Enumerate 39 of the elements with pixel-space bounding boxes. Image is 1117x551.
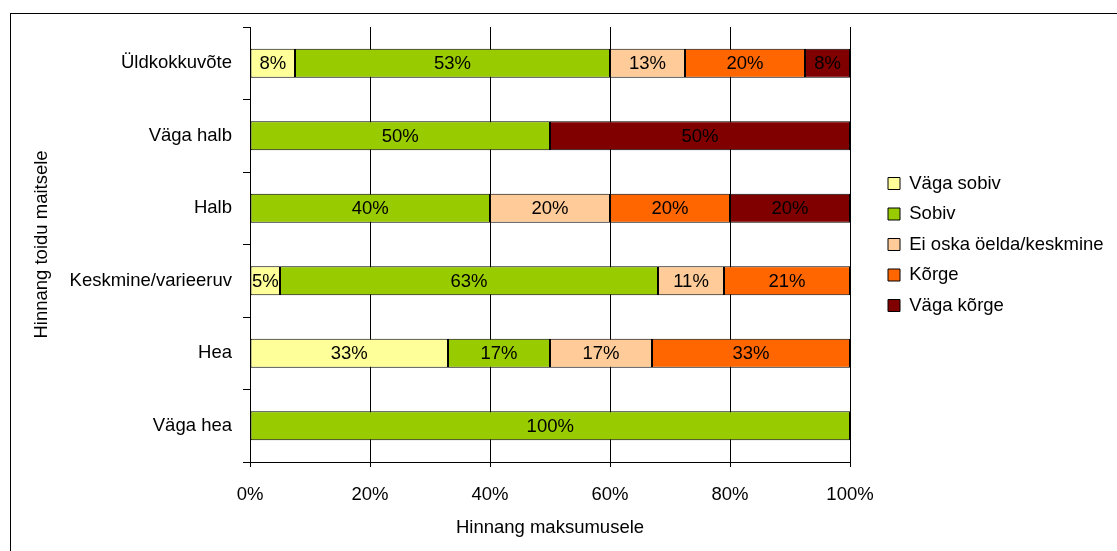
- data-label: 53%: [433, 52, 472, 74]
- x-tick-label: 80%: [711, 483, 749, 505]
- y-tick-label: Väga hea: [152, 413, 233, 435]
- data-label: 20%: [726, 52, 764, 74]
- x-tick-label: 60%: [591, 483, 629, 505]
- y-tick-label: Väga halb: [148, 123, 232, 145]
- data-label: 40%: [351, 197, 389, 219]
- data-label: 33%: [330, 342, 368, 364]
- data-label: 20%: [531, 197, 569, 219]
- x-tick-label: 100%: [826, 483, 874, 505]
- data-label: 63%: [450, 269, 488, 291]
- data-label: 20%: [771, 197, 809, 219]
- x-axis-title: Hinnang maksumusele: [455, 515, 645, 537]
- data-label: 20%: [651, 197, 689, 219]
- data-label: 8%: [814, 52, 841, 74]
- y-tick-label: Üldkokkuvõte: [120, 51, 232, 73]
- data-label: 33%: [732, 342, 770, 364]
- legend-label: Ei oska öelda/keskmine: [909, 232, 1104, 254]
- y-tick-label: Halb: [193, 196, 232, 218]
- y-tick-label: Hea: [198, 341, 233, 363]
- data-label: 50%: [681, 124, 719, 146]
- data-label: 50%: [381, 124, 419, 146]
- data-label: 17%: [582, 342, 620, 364]
- legend-label: Väga sobiv: [909, 171, 1002, 193]
- data-label: 11%: [673, 269, 709, 291]
- legend-label: Kõrge: [909, 263, 959, 285]
- legend-label: Väga kõrge: [909, 293, 1004, 315]
- x-tick-label: 40%: [471, 483, 509, 505]
- data-label: 5%: [251, 269, 279, 291]
- data-label: 13%: [628, 52, 667, 74]
- data-label: 17%: [480, 342, 518, 364]
- data-label: 100%: [526, 414, 574, 436]
- legend-label: Sobiv: [909, 202, 957, 224]
- y-tick-label: Keskmine/varieeruv: [69, 268, 233, 290]
- y-axis-title: Hinnang toidu maitsele: [30, 150, 52, 339]
- x-tick-label: 0%: [236, 483, 264, 505]
- x-tick-label: 20%: [351, 483, 389, 505]
- data-label: 21%: [768, 269, 806, 291]
- data-label: 8%: [259, 52, 287, 74]
